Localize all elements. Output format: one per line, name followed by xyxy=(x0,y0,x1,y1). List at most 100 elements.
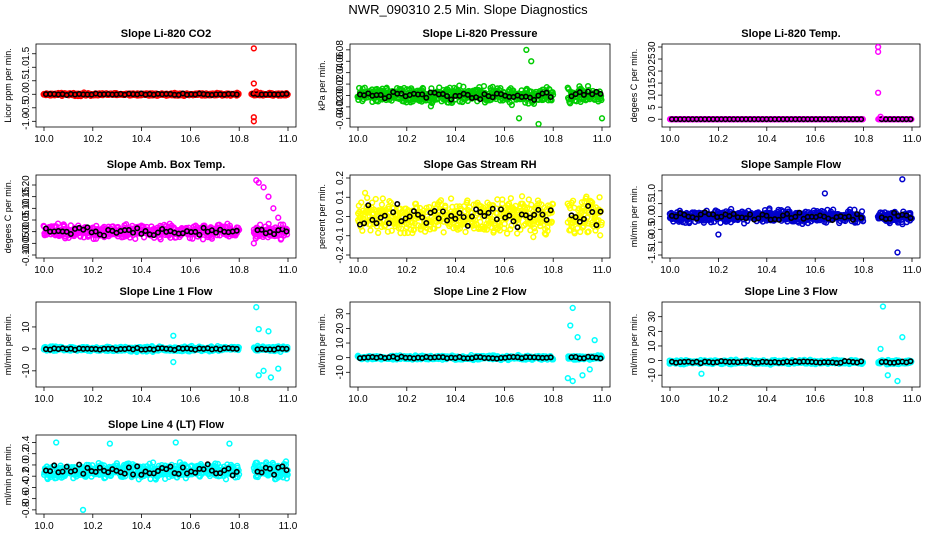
panel-title: Slope Line 3 Flow xyxy=(745,286,838,298)
outlier-point xyxy=(250,118,257,125)
average-point xyxy=(233,91,240,98)
y-tick-label: 0 xyxy=(21,346,32,352)
average-point xyxy=(489,94,496,101)
outlier-point xyxy=(894,249,901,256)
y-tick-label: 0.06 xyxy=(335,51,346,71)
data-point xyxy=(379,195,386,202)
data-point xyxy=(549,89,556,96)
figure-title: NWR_090310 2.5 Min. Slope Diagnostics xyxy=(348,2,588,17)
x-tick-label: 10.4 xyxy=(757,134,777,145)
y-axis: -0.10-0.050.000.050.100.150.20 xyxy=(21,175,36,266)
x-tick-label: 10.2 xyxy=(83,265,103,276)
average-point xyxy=(493,216,500,223)
x-tick-label: 11.0 xyxy=(903,134,922,145)
y-tick-label: 5 xyxy=(647,104,658,110)
x-tick-label: 11.0 xyxy=(279,265,298,276)
y-tick-label: 1.5 xyxy=(21,46,32,60)
x-tick-label: 10.0 xyxy=(660,394,680,405)
data-point xyxy=(522,99,529,106)
y-axis-label: ml/min per min. xyxy=(3,314,13,376)
y-tick-label: 0.20 xyxy=(21,175,32,195)
outlier-point xyxy=(874,48,882,55)
x-axis: 10.0 10.2 10.4 10.6 10.8 11.0 xyxy=(348,258,612,276)
data-points xyxy=(40,220,291,243)
y-axis-label: kPa per min. xyxy=(317,60,327,111)
x-tick-label: 10.4 xyxy=(132,265,152,276)
x-tick-label: 10.6 xyxy=(181,134,201,145)
y-tick-label: 25 xyxy=(647,53,658,65)
x-tick-label: 10.4 xyxy=(446,394,466,405)
data-point xyxy=(858,208,866,215)
data-point xyxy=(501,220,508,228)
average-point xyxy=(365,90,372,97)
x-tick-label: 10.8 xyxy=(229,265,249,276)
data-point xyxy=(462,228,469,236)
plot-frame xyxy=(35,174,297,259)
data-point xyxy=(367,227,374,234)
y-tick-label: -0.5 xyxy=(21,99,32,117)
y-tick-label: 0.5 xyxy=(21,73,32,87)
y-axis: -10 0 10 xyxy=(21,321,36,378)
panel-title: Slope Li-820 Pressure xyxy=(423,28,538,40)
y-axis-label: percent per min. xyxy=(317,184,327,249)
x-tick-label: 10.0 xyxy=(34,134,54,145)
outlier-point xyxy=(260,367,267,374)
average-point xyxy=(576,89,583,96)
y-tick-label: -0.10 xyxy=(21,243,32,266)
data-point xyxy=(597,232,604,239)
x-tick-label: 11.0 xyxy=(903,394,922,405)
x-tick-label: 10.6 xyxy=(805,265,825,276)
x-tick-label: 10.4 xyxy=(132,394,152,405)
outlier-point xyxy=(899,176,906,183)
outlier-point xyxy=(265,193,272,200)
data-point xyxy=(549,201,557,208)
x-tick-label: 10.2 xyxy=(397,134,417,145)
average-point xyxy=(597,90,604,97)
average-point xyxy=(390,209,397,216)
x-tick-label: 10.2 xyxy=(397,394,417,405)
outlier-point xyxy=(591,336,598,344)
outlier-point xyxy=(574,334,581,341)
y-axis-label: ml/min per min. xyxy=(629,186,639,248)
outlier-points xyxy=(564,304,598,385)
average-point xyxy=(419,91,426,98)
y-tick-label: 1.0 xyxy=(21,60,32,74)
plot-frame xyxy=(661,43,921,128)
outlier-point xyxy=(253,304,260,311)
x-tick-label: 10.8 xyxy=(854,394,874,405)
x-tick-label: 10.8 xyxy=(543,394,563,405)
outlier-point xyxy=(515,115,523,122)
outlier-point xyxy=(260,184,267,191)
data-point xyxy=(598,96,605,104)
x-tick-label: 10.0 xyxy=(660,265,680,276)
data-point xyxy=(388,227,395,234)
data-point xyxy=(584,82,592,90)
outlier-point xyxy=(586,366,593,373)
x-tick-label: 11.0 xyxy=(279,394,298,405)
y-tick-label: -0.1 xyxy=(335,227,346,245)
x-tick-label: 10.6 xyxy=(805,134,825,145)
data-point xyxy=(361,189,369,197)
data-point xyxy=(507,195,515,202)
y-tick-label: 30 xyxy=(335,308,346,320)
y-tick-label: 10 xyxy=(21,321,32,333)
y-axis-label: degees C per min. xyxy=(3,180,13,254)
data-point xyxy=(477,218,484,226)
x-tick-label: 10.0 xyxy=(348,394,368,405)
x-tick-label: 10.4 xyxy=(446,265,466,276)
panel-3: Slope Li-820 Temp.10.0 10.2 10.4 10.6 10.8 11… xyxy=(629,28,922,145)
outlier-points xyxy=(515,46,606,128)
y-tick-label: -10 xyxy=(21,363,32,378)
data-point xyxy=(480,82,488,90)
average-point xyxy=(514,224,521,231)
data-point xyxy=(686,219,693,227)
y-tick-label: 0.02 xyxy=(335,74,346,94)
average-points xyxy=(668,116,914,123)
data-point xyxy=(374,229,382,237)
data-point xyxy=(497,84,504,92)
data-point xyxy=(132,235,139,242)
outlier-point xyxy=(275,214,282,221)
